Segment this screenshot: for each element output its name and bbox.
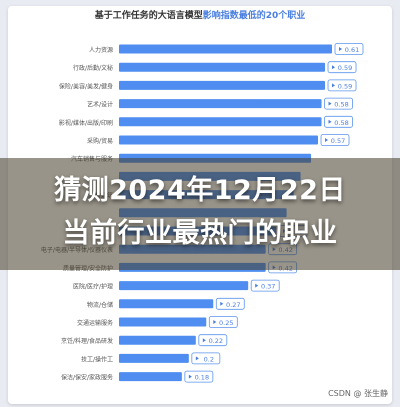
watermark: CSDN @ 张生静 — [328, 389, 388, 398]
value-label-pointer — [325, 138, 329, 142]
value-label: 0.61 — [345, 46, 359, 54]
value-label-pointer — [220, 301, 224, 306]
value-label: 0.37 — [261, 283, 275, 291]
value-label: 0.57 — [331, 137, 345, 145]
bar — [119, 317, 207, 327]
chart-title-prefix: 基于工作任务的大语言模型 — [94, 11, 203, 21]
bar — [119, 135, 319, 145]
headline-line-1: 猜测2024年12月22日 — [54, 175, 346, 206]
bar — [119, 117, 322, 127]
value-label-box — [324, 97, 353, 110]
value-label-box — [208, 316, 238, 328]
chart-title: 基于工作任务的大语言模型影响指数最低的20个职业 — [0, 8, 400, 21]
bar — [119, 62, 326, 72]
category-label: 人力资源 — [89, 46, 113, 54]
value-label: 0.18 — [195, 374, 209, 382]
bar — [119, 299, 214, 309]
value-label-box — [215, 297, 245, 310]
value-label-box — [327, 61, 357, 74]
category-label: 交通运输服务 — [77, 319, 113, 327]
headline-banner — [0, 158, 400, 270]
bar — [119, 281, 249, 291]
bar — [119, 80, 326, 90]
value-label-pointer — [213, 320, 217, 324]
category-label: 影视/媒体/出版/印刷 — [59, 119, 113, 127]
category-label: 行政/后勤/文秘 — [73, 64, 113, 72]
value-label: 0.59 — [338, 82, 352, 90]
value-label-pointer — [202, 338, 206, 343]
value-label: 0.58 — [334, 119, 348, 127]
category-label: 保险/美容/美发/健身 — [59, 82, 113, 90]
value-label-pointer — [255, 283, 259, 288]
value-label-pointer — [332, 83, 336, 88]
value-label-pointer — [328, 101, 332, 106]
headline-line-2: 当前行业最热门的职业 — [62, 218, 338, 249]
bar — [119, 335, 196, 345]
category-label: 医院/医疗/护理 — [73, 283, 113, 291]
value-label-pointer — [195, 356, 199, 361]
category-label: 采购/贸易 — [87, 137, 113, 145]
category-label: 技工/操作工 — [81, 355, 113, 363]
value-label-box — [320, 134, 350, 146]
value-label: 0.25 — [219, 319, 233, 327]
value-label-box — [327, 79, 357, 92]
value-label-pointer — [339, 47, 342, 51]
value-label: 0.59 — [338, 64, 352, 72]
value-label-pointer — [328, 119, 332, 124]
value-label-box — [184, 370, 214, 383]
bar — [119, 372, 182, 382]
value-label-box — [334, 43, 364, 55]
value-label-pointer — [332, 65, 336, 70]
value-label-box — [198, 334, 228, 347]
category-label: 艺术/设计 — [87, 101, 113, 109]
bar — [119, 353, 189, 363]
value-label-pointer — [188, 374, 192, 379]
value-label: 0.58 — [334, 101, 348, 109]
value-label-box — [191, 352, 221, 365]
bar — [119, 99, 322, 109]
category-label: 烹饪/料理/食品研发 — [61, 337, 113, 345]
value-label: 0.27 — [226, 301, 240, 309]
value-label: 0.2 — [204, 355, 214, 363]
value-label-box — [324, 115, 353, 128]
category-label: 物流/仓储 — [87, 301, 113, 309]
category-label: 保洁/保安/家政服务 — [61, 374, 113, 382]
bar — [119, 44, 332, 54]
value-label-box — [250, 279, 280, 292]
chart-title-highlight: 影响指数最低的20个职业 — [202, 11, 306, 21]
value-label: 0.22 — [209, 337, 223, 345]
